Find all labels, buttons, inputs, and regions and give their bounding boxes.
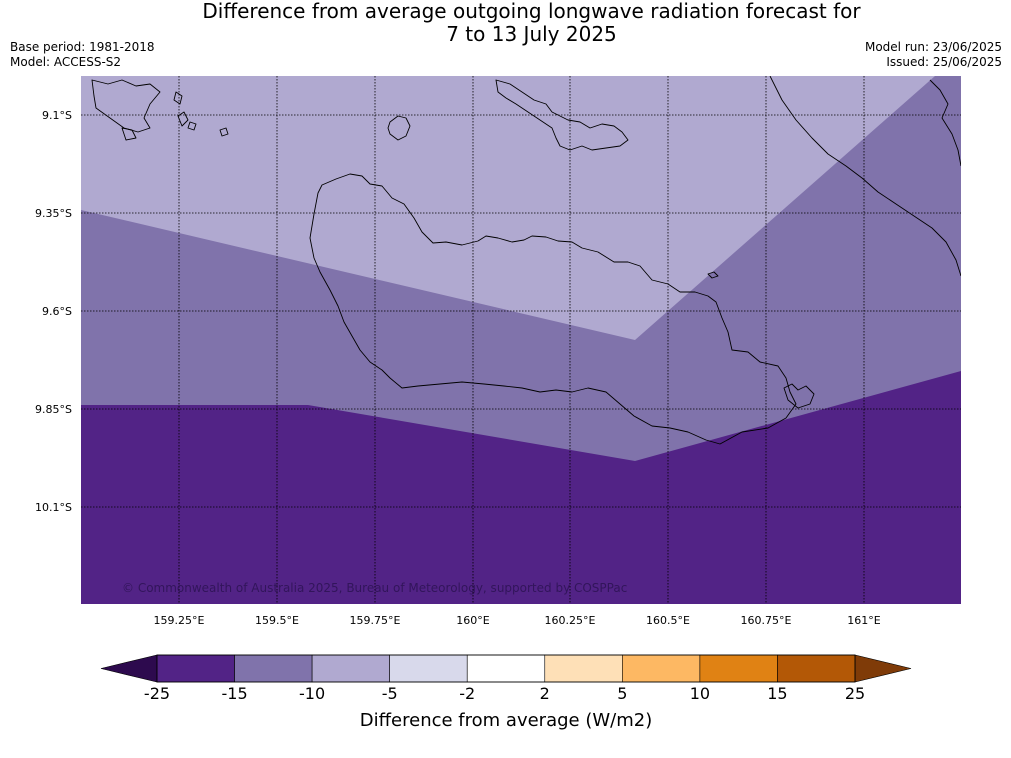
colorbar-segment xyxy=(156,654,235,683)
colorbar-tick-label: -5 xyxy=(382,684,398,703)
model-run: Model run: 23/06/2025 xyxy=(864,40,1002,54)
colorbar-tick-label: -25 xyxy=(144,684,170,703)
colorbar-tick-label: -10 xyxy=(299,684,325,703)
colorbar-high-extend xyxy=(854,654,912,683)
longitude-label: 160.25°E xyxy=(545,614,596,627)
colorbar-tick-label: 5 xyxy=(617,684,627,703)
latitude-label: 9.85°S xyxy=(35,403,72,416)
coast-northwest xyxy=(91,79,161,133)
colorbar-segment xyxy=(544,654,623,683)
longitude-label: 159.75°E xyxy=(350,614,401,627)
longitude-label: 160.5°E xyxy=(646,614,690,627)
colorbar-tick-label: -2 xyxy=(459,684,475,703)
map-area xyxy=(81,76,961,604)
colorbar: -25 -15 -10 -5 -2 2 5 10 15 25 Difference from av… xyxy=(100,654,912,731)
coast-northeast xyxy=(929,79,961,167)
longitude-label: 159.5°E xyxy=(255,614,299,627)
coastlines xyxy=(91,76,961,445)
colorbar-tick-label: -15 xyxy=(221,684,247,703)
coast-nw-islet-4 xyxy=(173,91,183,105)
title-line-1: Difference from average outgoing longwav… xyxy=(202,0,861,23)
longitude-label: 161°E xyxy=(847,614,880,627)
coast-nw-islet-5 xyxy=(187,121,197,131)
latitude-label: 10.1°S xyxy=(35,501,72,514)
colorbar-segment xyxy=(622,654,701,683)
latitude-label: 9.35°S xyxy=(35,207,72,220)
longitude-labels: 159.25°E 159.5°E 159.75°E 160°E 160.25°E 160.… xyxy=(154,614,881,627)
colorbar-tick-label: 15 xyxy=(767,684,787,703)
colorbar-segment xyxy=(389,654,468,683)
title-line-2: 7 to 13 July 2025 xyxy=(446,22,617,46)
longitude-label: 160°E xyxy=(456,614,489,627)
base-period: Base period: 1981-2018 xyxy=(10,40,155,54)
colorbar-low-extend xyxy=(100,654,158,683)
colorbar-segment xyxy=(234,654,313,683)
map-copyright: © Commonwealth of Australia 2025, Bureau… xyxy=(122,581,627,595)
coast-guadalcanal xyxy=(309,173,797,445)
model-name: Model: ACCESS-S2 xyxy=(10,55,122,69)
latitude-label: 9.1°S xyxy=(42,109,72,122)
meta-right: Model run: 23/06/2025 Issued: 25/06/2025 xyxy=(865,40,1002,70)
colorbar-outline xyxy=(156,654,856,683)
issued-date: Issued: 25/06/2025 xyxy=(886,55,1002,69)
longitude-label: 159.25°E xyxy=(154,614,205,627)
colorbar-ticks: -25 -15 -10 -5 -2 2 5 10 15 25 xyxy=(144,684,865,703)
coast-islet-east xyxy=(783,383,815,409)
colorbar-tick-label: 10 xyxy=(690,684,710,703)
colorbar-tick-label: 2 xyxy=(540,684,550,703)
coast-florida xyxy=(495,79,629,151)
zone-dark xyxy=(81,371,961,604)
chart-title: Difference from average outgoing longwav… xyxy=(0,0,1011,46)
colorbar-segment xyxy=(777,654,856,683)
coast-nw-islet-3 xyxy=(121,127,137,141)
coast-malaita xyxy=(769,76,961,277)
coast-islet-small xyxy=(707,271,719,279)
latitude-labels: 9.1°S 9.35°S 9.6°S 9.85°S 10.1°S xyxy=(35,109,72,514)
longitude-label: 160.75°E xyxy=(741,614,792,627)
colorbar-segment xyxy=(311,654,390,683)
coast-nw-islet-1 xyxy=(177,111,189,127)
meta-left: Base period: 1981-2018 Model: ACCESS-S2 xyxy=(10,40,155,70)
colorbar-label: Difference from average (W/m2) xyxy=(360,710,652,731)
latitude-label: 9.6°S xyxy=(42,305,72,318)
graticule xyxy=(81,76,961,604)
colorbar-segment xyxy=(699,654,778,683)
colorbar-segments xyxy=(156,654,856,683)
colorbar-tick-label: 25 xyxy=(845,684,865,703)
coast-nw-islet-2 xyxy=(219,127,229,137)
colorbar-segment xyxy=(466,654,546,683)
coast-savo xyxy=(387,115,411,141)
